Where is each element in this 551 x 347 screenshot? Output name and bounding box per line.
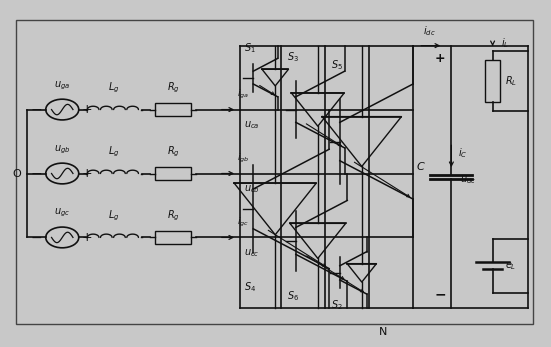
Text: $u_{dc}$: $u_{dc}$: [460, 175, 476, 186]
Text: −: −: [31, 230, 42, 244]
Text: +: +: [435, 52, 446, 65]
Text: O: O: [13, 169, 21, 178]
Text: $S_{5}$: $S_{5}$: [331, 59, 343, 73]
Bar: [155, 230, 191, 244]
Text: +: +: [82, 231, 92, 244]
Text: $e_L$: $e_L$: [505, 260, 516, 272]
Bar: [16, 20, 533, 324]
Text: $L_g$: $L_g$: [109, 209, 120, 223]
Text: $u_{gc}$: $u_{gc}$: [54, 207, 71, 219]
Text: $i_{gb}$: $i_{gb}$: [237, 152, 249, 165]
Text: $R_L$: $R_L$: [505, 74, 517, 88]
Text: $i_L$: $i_L$: [501, 36, 510, 50]
Text: −: −: [31, 103, 42, 117]
Text: $S_{6}$: $S_{6}$: [287, 289, 299, 303]
Text: $u_{ca}$: $u_{ca}$: [244, 119, 260, 131]
Text: $u_{cb}$: $u_{cb}$: [244, 183, 260, 195]
Text: $S_{4}$: $S_{4}$: [245, 280, 257, 294]
Text: $S_{2}$: $S_{2}$: [331, 298, 343, 312]
Text: $L_g$: $L_g$: [109, 145, 120, 159]
Text: +: +: [82, 103, 92, 116]
Text: $R_g$: $R_g$: [166, 81, 180, 95]
Text: −: −: [435, 287, 446, 302]
Text: $u_{cc}$: $u_{cc}$: [244, 247, 260, 259]
Text: $S_{1}$: $S_{1}$: [245, 41, 256, 54]
Text: $R_g$: $R_g$: [166, 145, 180, 159]
Text: $i_{ga}$: $i_{ga}$: [237, 88, 249, 101]
Text: $i_{dc}$: $i_{dc}$: [423, 24, 436, 38]
Text: C: C: [416, 162, 424, 171]
Bar: [485, 60, 500, 102]
Text: $i_{gc}$: $i_{gc}$: [237, 216, 249, 229]
Text: $u_{ga}$: $u_{ga}$: [54, 79, 71, 92]
Text: $L_g$: $L_g$: [109, 81, 120, 95]
Text: $S_{3}$: $S_{3}$: [287, 50, 299, 64]
Text: $i_C$: $i_C$: [458, 146, 467, 160]
Text: $R_g$: $R_g$: [166, 209, 180, 223]
Text: N: N: [379, 328, 387, 338]
Text: $u_{gb}$: $u_{gb}$: [54, 143, 71, 155]
Bar: [155, 167, 191, 180]
Bar: [155, 103, 191, 117]
Text: +: +: [82, 167, 92, 180]
Text: −: −: [31, 167, 42, 180]
